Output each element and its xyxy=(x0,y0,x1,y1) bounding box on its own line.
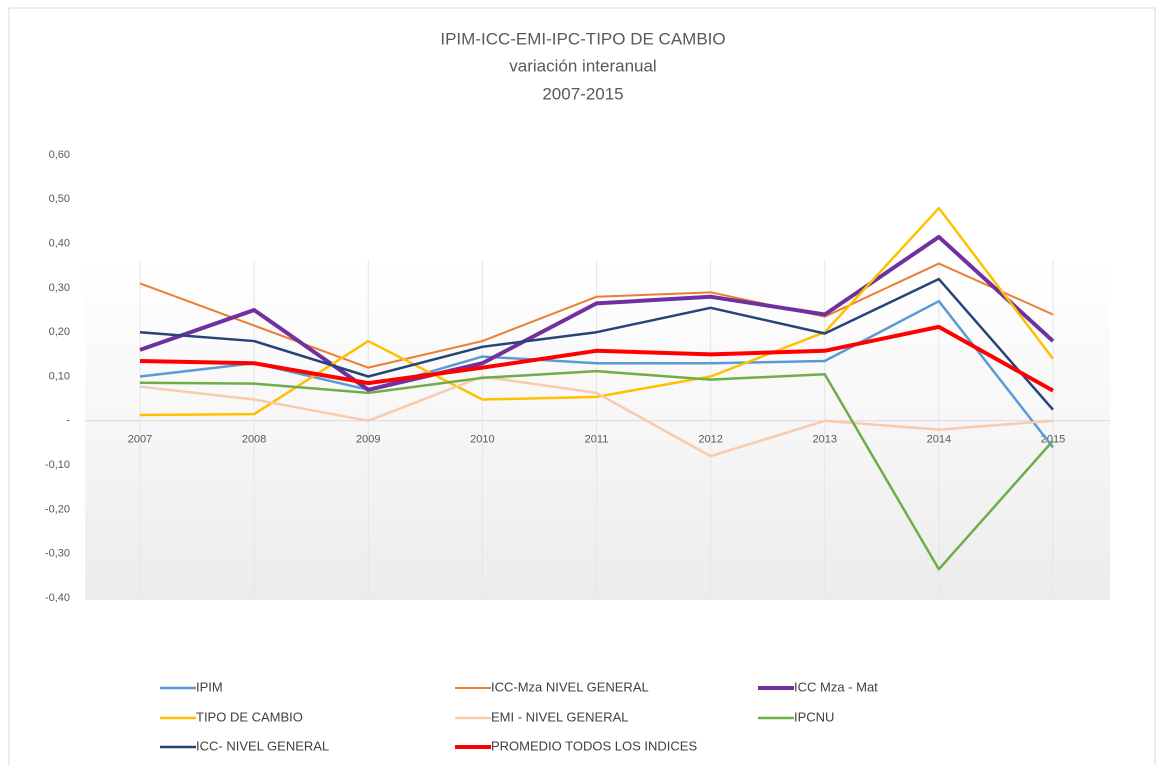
y-tick-label: 0,40 xyxy=(49,238,70,250)
legend-label: TIPO DE CAMBIO xyxy=(196,709,303,724)
y-tick-label: -0,30 xyxy=(45,548,70,560)
series-line xyxy=(139,299,1054,449)
x-tick-label: 2009 xyxy=(356,434,380,446)
x-tick-label: 2012 xyxy=(698,434,722,446)
legend-label: ICC- NIVEL GENERAL xyxy=(196,738,329,753)
legend-label: IPIM xyxy=(196,679,223,694)
x-tick-label: 2015 xyxy=(1041,434,1065,446)
x-tick-label: 2008 xyxy=(242,434,266,446)
legend-label: ICC Mza - Mat xyxy=(794,679,878,694)
x-tick-label: 2010 xyxy=(470,434,494,446)
y-tick-label: -0,20 xyxy=(45,503,70,515)
legend-label: ICC-Mza NIVEL GENERAL xyxy=(491,679,649,694)
series-line xyxy=(139,206,1054,417)
y-tick-label: 0,50 xyxy=(49,193,70,205)
x-tick-label: 2013 xyxy=(813,434,837,446)
series-line xyxy=(139,262,1054,369)
x-tick-label: 2011 xyxy=(585,434,609,446)
legend-label: IPCNU xyxy=(794,709,834,724)
series-line xyxy=(139,375,1054,458)
series-line xyxy=(139,234,1055,392)
chart-period: 2007-2015 xyxy=(542,84,623,103)
legend-label: PROMEDIO TODOS LOS INDICES xyxy=(491,738,697,753)
chart-subtitle: variación interanual xyxy=(509,56,656,75)
y-tick-label: 0,20 xyxy=(49,326,70,338)
y-tick-label: 0,10 xyxy=(49,370,70,382)
y-tick-label: 0,30 xyxy=(49,282,70,294)
x-tick-label: 2014 xyxy=(927,434,951,446)
x-tick-label: 2007 xyxy=(128,434,152,446)
legend-label: EMI - NIVEL GENERAL xyxy=(491,709,629,724)
y-tick-label: - xyxy=(66,415,70,427)
chart-title: IPIM-ICC-EMI-IPC-TIPO DE CAMBIO xyxy=(440,29,725,48)
y-tick-label: 0,60 xyxy=(49,149,70,161)
series-line xyxy=(139,324,1054,393)
y-tick-label: -0,40 xyxy=(45,592,70,604)
y-tick-label: -0,10 xyxy=(45,459,70,471)
series-line xyxy=(139,277,1054,411)
series-line xyxy=(139,369,1054,571)
